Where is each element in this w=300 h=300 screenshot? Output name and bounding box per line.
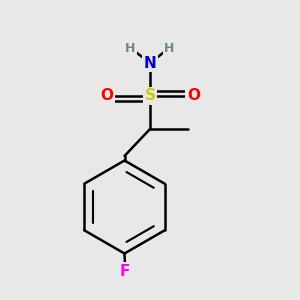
Text: H: H (164, 41, 175, 55)
Text: S: S (145, 88, 155, 104)
Text: O: O (187, 88, 200, 104)
Text: N: N (144, 56, 156, 70)
Text: O: O (100, 88, 113, 104)
Text: F: F (119, 264, 130, 279)
Text: H: H (125, 41, 136, 55)
